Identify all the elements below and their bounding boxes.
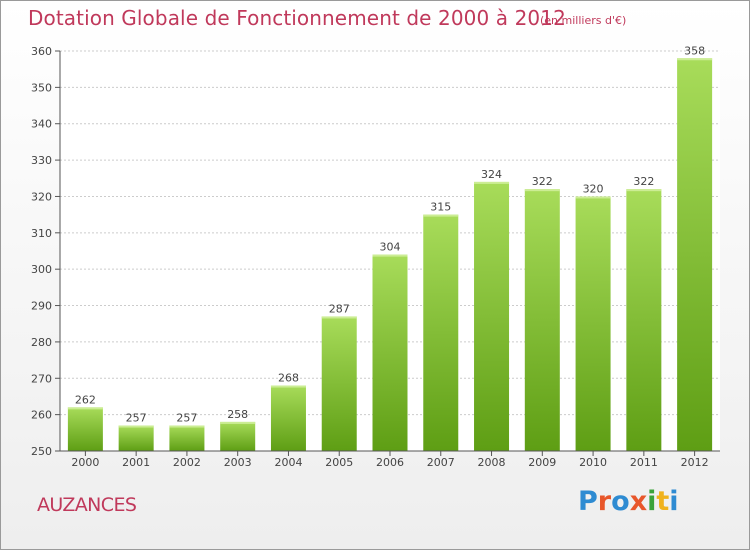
x-tick-label: 2004 <box>274 456 302 469</box>
bar-2003 <box>220 421 256 451</box>
y-tick-label: 280 <box>31 336 52 349</box>
bar-top-highlight <box>220 421 256 424</box>
x-tick-label: 2008 <box>478 456 506 469</box>
x-tick-label: 2009 <box>528 456 556 469</box>
bar-2005 <box>321 316 357 451</box>
y-tick-label: 340 <box>31 118 52 131</box>
bar-2008 <box>474 181 510 451</box>
value-label: 304 <box>380 241 401 254</box>
value-label: 322 <box>532 175 553 188</box>
bar-top-highlight <box>677 58 713 61</box>
bar-2000 <box>67 407 103 451</box>
value-label: 324 <box>481 168 502 181</box>
bar-top-highlight <box>372 254 408 257</box>
bar-2011 <box>626 189 662 451</box>
value-label: 315 <box>430 201 451 214</box>
value-label: 358 <box>684 44 705 57</box>
logo-letter: r <box>597 486 612 517</box>
value-label: 320 <box>583 182 604 195</box>
logo-letter: x <box>629 486 648 517</box>
x-tick-label: 2010 <box>579 456 607 469</box>
value-label: 258 <box>227 408 248 421</box>
logo-letter: i <box>669 486 679 517</box>
y-tick-label: 330 <box>31 154 52 167</box>
x-tick-label: 2002 <box>173 456 201 469</box>
x-tick-label: 2011 <box>630 456 658 469</box>
y-tick-label: 290 <box>31 300 52 313</box>
bar-2004 <box>270 385 306 451</box>
y-tick-label: 360 <box>31 45 52 58</box>
logo-letter: P <box>578 486 598 517</box>
logo-letter: t <box>656 486 670 517</box>
y-tick-label: 250 <box>31 445 52 458</box>
chart-subtitle: (en milliers d'€) <box>540 14 627 27</box>
bar-top-highlight <box>575 196 611 199</box>
bar-2001 <box>118 425 154 451</box>
x-tick-label: 2006 <box>376 456 404 469</box>
bar-2002 <box>169 425 205 451</box>
x-tick-label: 2007 <box>427 456 455 469</box>
bars <box>67 58 713 451</box>
x-tick-label: 2012 <box>681 456 709 469</box>
bar-top-highlight <box>474 181 510 184</box>
bar-top-highlight <box>67 407 103 410</box>
chart-title: Dotation Globale de Fonctionnement de 20… <box>28 6 566 30</box>
value-label: 262 <box>75 393 96 406</box>
y-tick-label: 320 <box>31 190 52 203</box>
y-tick-label: 310 <box>31 227 52 240</box>
value-label: 322 <box>633 175 654 188</box>
y-tick-label: 260 <box>31 409 52 422</box>
axes <box>55 50 720 456</box>
bar-2010 <box>575 196 611 451</box>
y-tick-label: 270 <box>31 372 52 385</box>
logo-letter: i <box>647 486 657 517</box>
bar-top-highlight <box>169 425 205 428</box>
bar-top-highlight <box>626 189 662 192</box>
y-tick-label: 300 <box>31 263 52 276</box>
bar-top-highlight <box>321 316 357 319</box>
bar-top-highlight <box>524 189 560 192</box>
x-tick-label: 2003 <box>224 456 252 469</box>
x-tick-label: 2005 <box>325 456 353 469</box>
bar-2012 <box>677 58 713 451</box>
bar-2006 <box>372 254 408 451</box>
proxiti-logo: Proxiti <box>578 486 679 517</box>
labels: 250 260 270 280 290 300 310 320 330 340 350 360 262 2… <box>31 44 709 469</box>
bar-top-highlight <box>118 425 154 428</box>
y-tick-label: 350 <box>31 81 52 94</box>
value-label: 257 <box>126 412 147 425</box>
x-tick-label: 2001 <box>122 456 150 469</box>
bar-top-highlight <box>270 385 306 388</box>
commune-name: AUZANCES <box>37 494 137 516</box>
bar-top-highlight <box>423 214 459 217</box>
bar-2007 <box>423 214 459 451</box>
value-label: 257 <box>176 412 197 425</box>
value-label: 268 <box>278 372 299 385</box>
bar-2009 <box>524 189 560 451</box>
value-label: 287 <box>329 302 350 315</box>
x-tick-label: 2000 <box>71 456 99 469</box>
logo-letter: o <box>611 486 630 517</box>
